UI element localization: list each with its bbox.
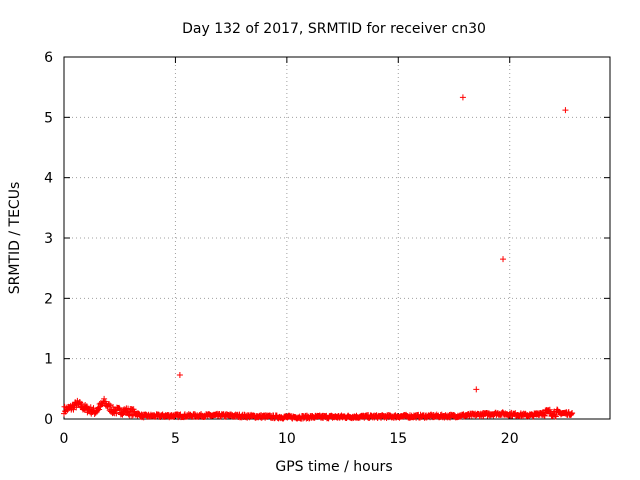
outlier-point: [473, 386, 480, 393]
data-point: [107, 402, 114, 409]
data-point: [541, 412, 548, 419]
x-tick-label: 15: [389, 431, 407, 447]
y-tick-label: 1: [44, 352, 53, 368]
x-tick-labels: 0 5 10 15 20: [60, 431, 519, 447]
data-point: [551, 412, 558, 419]
data-points: [61, 94, 576, 422]
x-tick-label: 20: [501, 431, 519, 447]
y-tick-label: 4: [44, 171, 53, 187]
outlier-point: [500, 256, 507, 263]
outlier-point: [459, 94, 466, 101]
y-tick-labels: 0 1 2 3 4 5 6: [44, 50, 53, 428]
y-tick-label: 6: [44, 50, 53, 66]
data-point: [128, 412, 135, 419]
y-tick-label: 2: [44, 291, 53, 307]
data-point: [552, 413, 559, 420]
data-point: [96, 406, 103, 413]
x-axis-label: GPS time / hours: [275, 459, 392, 475]
data-point: [106, 401, 113, 408]
y-tick-label: 3: [44, 231, 53, 247]
data-point: [101, 395, 108, 402]
data-point: [569, 410, 576, 417]
outlier-point: [176, 371, 183, 378]
data-point: [73, 404, 80, 411]
x-tick-label: 0: [60, 431, 69, 447]
chart-title: Day 132 of 2017, SRMTID for receiver cn3…: [182, 21, 486, 37]
data-point: [541, 412, 548, 419]
outlier-point: [562, 107, 569, 114]
grid: [64, 57, 610, 419]
x-tick-label: 10: [278, 431, 296, 447]
y-tick-label: 5: [44, 110, 53, 126]
y-tick-label: 0: [44, 412, 53, 428]
x-tick-label: 5: [171, 431, 180, 447]
data-point: [568, 410, 575, 417]
data-point: [113, 410, 120, 417]
data-point: [546, 406, 553, 413]
data-point: [116, 404, 123, 411]
data-point: [78, 400, 85, 407]
data-point: [110, 403, 117, 410]
y-axis-label: SRMTID / TECUs: [7, 182, 23, 295]
